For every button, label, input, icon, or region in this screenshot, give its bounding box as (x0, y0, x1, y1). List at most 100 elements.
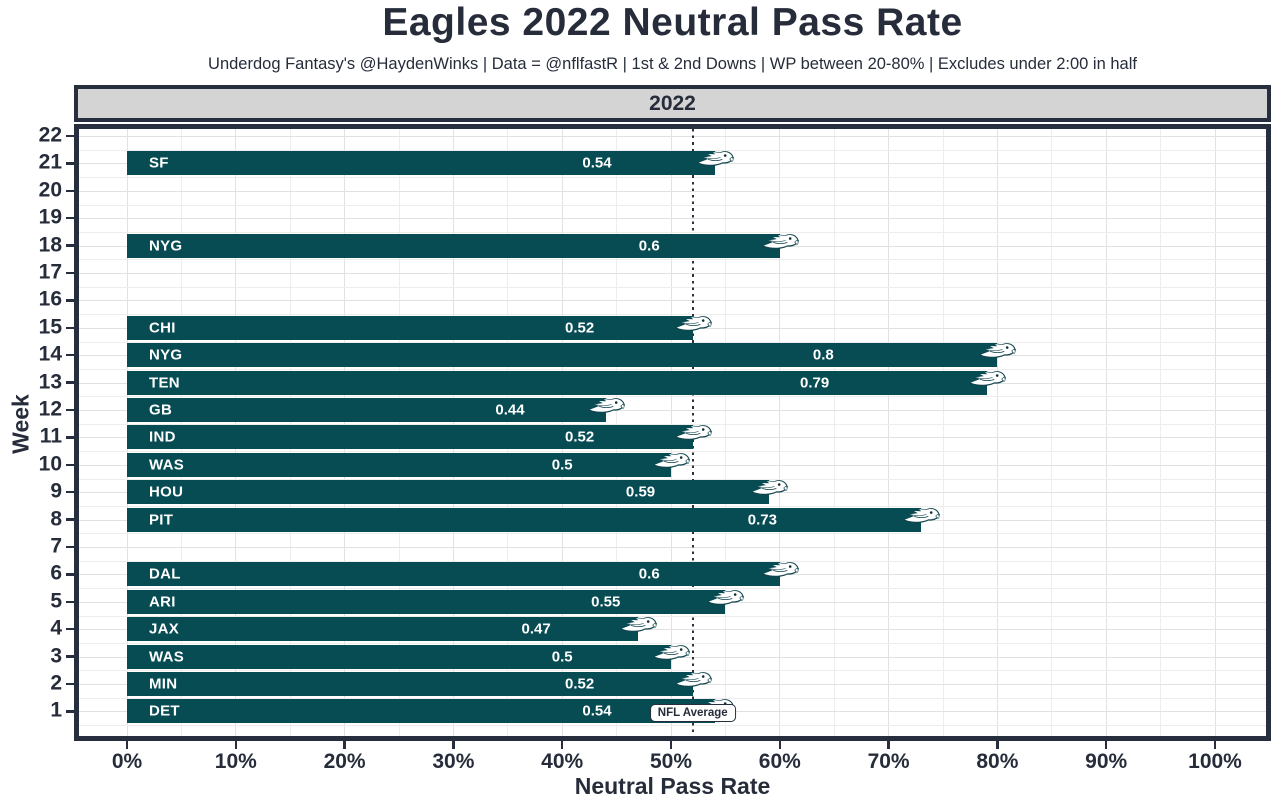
bar-value-label: 0.6 (638, 237, 660, 255)
gridline-vertical (888, 129, 890, 736)
x-tick-mark (1104, 741, 1108, 749)
gridline-vertical (833, 129, 835, 736)
bar-opponent-label: NYG (149, 346, 183, 364)
y-tick-mark (66, 408, 74, 412)
gridline-horizontal (79, 300, 1266, 302)
gridline-horizontal (79, 505, 1266, 507)
y-tick-mark (66, 573, 74, 576)
eagles-logo-icon (652, 452, 690, 468)
bar-week-11: IND 0.52 (127, 425, 693, 450)
gridline-horizontal (79, 177, 1266, 179)
eagles-logo-icon (968, 370, 1006, 386)
x-tick-mark (560, 741, 564, 749)
gridline-horizontal (79, 286, 1266, 288)
bar-week-5: ARI 0.55 (127, 589, 726, 614)
eagles-logo-icon (674, 425, 712, 441)
eagles-logo (978, 340, 1017, 368)
bar-opponent-label: IND (149, 428, 176, 446)
gridline-horizontal (79, 368, 1266, 370)
gridline-horizontal (79, 670, 1266, 672)
eagles-logo (674, 669, 712, 697)
bar-week-21: SF 0.54 (127, 151, 715, 176)
gridline-horizontal (79, 410, 1266, 411)
bar-opponent-label: JAX (149, 620, 180, 638)
bar-value-label: 0.52 (564, 428, 595, 446)
bar-opponent-label: WAS (149, 648, 185, 666)
y-tick-label: 3 (50, 644, 62, 668)
eagles-logo (706, 587, 745, 615)
eagles-logo (696, 148, 734, 176)
y-tick-label: 15 (38, 315, 62, 339)
gridline-vertical (779, 129, 781, 736)
eagles-logo-icon (696, 151, 734, 167)
x-tick-mark (778, 741, 782, 749)
bar-value-label: 0.6 (638, 565, 660, 583)
y-tick-mark (66, 299, 74, 302)
bar-opponent-label: DAL (149, 565, 181, 583)
x-tick-mark (343, 741, 346, 749)
y-tick-label: 9 (50, 479, 62, 503)
y-tick-mark (66, 134, 74, 138)
x-tick-mark (452, 741, 455, 749)
x-tick-label: 50% (649, 750, 693, 773)
gridline-horizontal (79, 423, 1266, 425)
eagles-logo-icon (761, 233, 799, 249)
x-tick-mark (669, 741, 673, 749)
y-tick-mark (66, 381, 74, 384)
bar-value-label: 0.59 (625, 483, 656, 501)
x-tick-mark (996, 741, 999, 749)
bar-opponent-label: GB (149, 401, 173, 419)
bar-week-2: MIN 0.52 (127, 672, 693, 696)
gridline-horizontal (79, 451, 1266, 453)
y-tick-label: 5 (50, 589, 62, 613)
gridline-horizontal (79, 396, 1266, 398)
y-tick-label: 8 (50, 507, 62, 531)
x-tick-label: 40% (541, 750, 584, 773)
y-tick-mark (66, 627, 74, 631)
facet-strip: 2022 (74, 85, 1271, 122)
bar-week-13: TEN 0.79 (127, 370, 987, 395)
y-tick-label: 17 (38, 260, 62, 284)
y-tick-label: 18 (38, 233, 62, 257)
gridline-vertical (1160, 129, 1162, 736)
plot-panel: SF 0.54 NYG 0.6 CHI 0.52 NYG 0.8 TEN 0.79 GB 0.44 IN… (74, 124, 1271, 741)
y-axis-title: Week (7, 394, 34, 454)
y-tick-mark (66, 545, 74, 549)
gridline-vertical (1214, 129, 1216, 736)
y-tick-label: 13 (38, 370, 62, 394)
x-tick-mark (234, 741, 238, 749)
gridline-vertical (1105, 129, 1107, 736)
bar-value-label: 0.8 (812, 346, 834, 364)
bar-week-3: WAS 0.5 (127, 644, 671, 669)
y-tick-label: 19 (38, 205, 62, 229)
gridline-horizontal (79, 547, 1266, 548)
chart-subtitle: Underdog Fantasy's @HaydenWinks | Data =… (208, 55, 1137, 73)
y-tick-mark (66, 244, 74, 247)
bar-opponent-label: PIT (149, 511, 174, 529)
x-tick-mark (887, 741, 890, 749)
y-tick-mark (66, 189, 74, 193)
eagles-logo (750, 477, 788, 505)
eagles-logo (619, 614, 658, 642)
gridline-horizontal (79, 629, 1266, 631)
y-tick-mark (66, 710, 74, 713)
x-tick-label: 30% (432, 750, 475, 773)
y-tick-mark (66, 490, 74, 494)
y-tick-mark (66, 216, 74, 220)
bar-value-label: 0.55 (591, 593, 621, 611)
bar-value-label: 0.52 (564, 675, 595, 693)
x-tick-label: 90% (1085, 750, 1128, 773)
bar-value-label: 0.52 (564, 319, 595, 337)
eagles-logo-icon (903, 507, 941, 523)
gridline-vertical (942, 129, 944, 736)
y-tick-label: 20 (38, 178, 62, 202)
bar-week-1: DET 0.54 (127, 699, 715, 724)
bar-opponent-label: WAS (149, 456, 185, 474)
bar-opponent-label: TEN (149, 374, 180, 392)
gridline-vertical (724, 129, 726, 736)
y-tick-label: 6 (50, 561, 62, 585)
y-tick-label: 16 (38, 287, 62, 311)
bar-opponent-label: DET (149, 702, 180, 720)
bar-week-15: CHI 0.52 (127, 315, 693, 340)
bar-value-label: 0.5 (551, 456, 573, 474)
